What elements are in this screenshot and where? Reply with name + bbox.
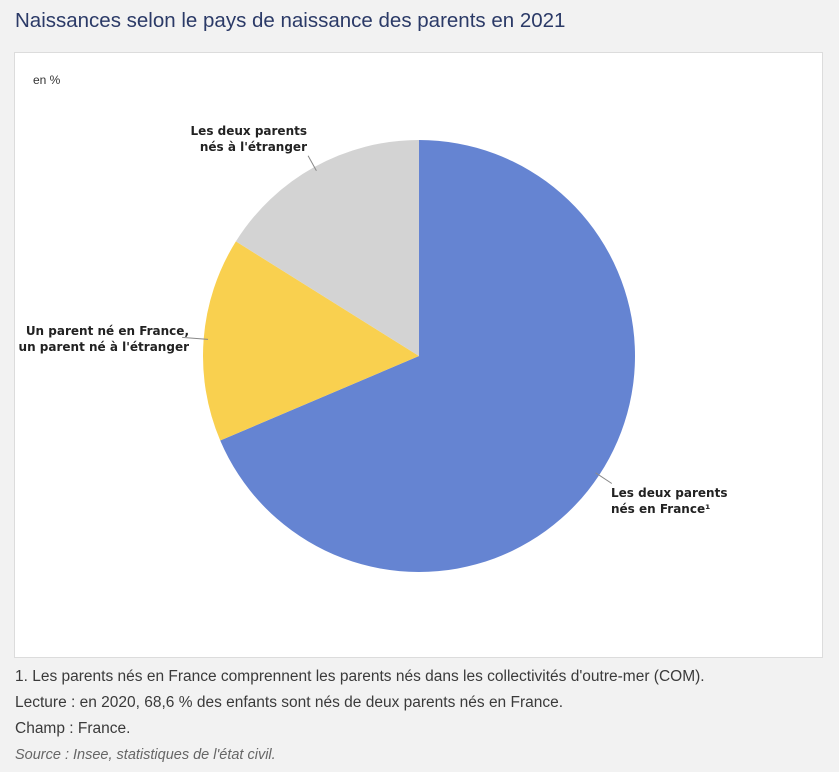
slice-label-line: un parent né à l'étranger: [19, 340, 190, 354]
slice-label-line: Un parent né en France,: [26, 324, 189, 338]
scope-note: Champ : France.: [15, 720, 131, 737]
slice-label-line: nés à l'étranger: [200, 140, 307, 154]
pie-slice-2: [235, 140, 419, 356]
pie-slice-0: [220, 140, 635, 572]
slice-label-line: Les deux parents: [611, 486, 727, 500]
slice-label-line: Les deux parents: [191, 124, 307, 138]
chart-notes: 1. Les parents nés en France comprennent…: [15, 664, 705, 768]
slice-label-0: Les deux parents nés en France¹: [611, 486, 727, 516]
leader-line-1: [182, 336, 209, 340]
chart-panel: en % Les deux parents nés en France¹ Un pa…: [14, 52, 823, 658]
leader-line-2: [307, 155, 317, 172]
unit-label: en %: [33, 73, 61, 87]
slice-label-2: Les deux parents nés à l'étranger: [191, 124, 308, 154]
reading-note: Lecture : en 2020, 68,6 % des enfants so…: [15, 694, 564, 711]
source-note: Source : Insee, statistiques de l'état c…: [15, 747, 276, 763]
pie-chart: Les deux parents nés en France¹ Un parent …: [19, 124, 727, 572]
slice-label-line: nés en France¹: [611, 502, 710, 516]
chart-title: Naissances selon le pays de naissance de…: [15, 9, 566, 32]
pie-slice-1: [202, 241, 419, 441]
footnote-1: 1. Les parents nés en France comprennent…: [15, 668, 705, 685]
leader-line-0: [595, 472, 613, 484]
slice-label-1: Un parent né en France, un parent né à l'…: [19, 324, 190, 354]
